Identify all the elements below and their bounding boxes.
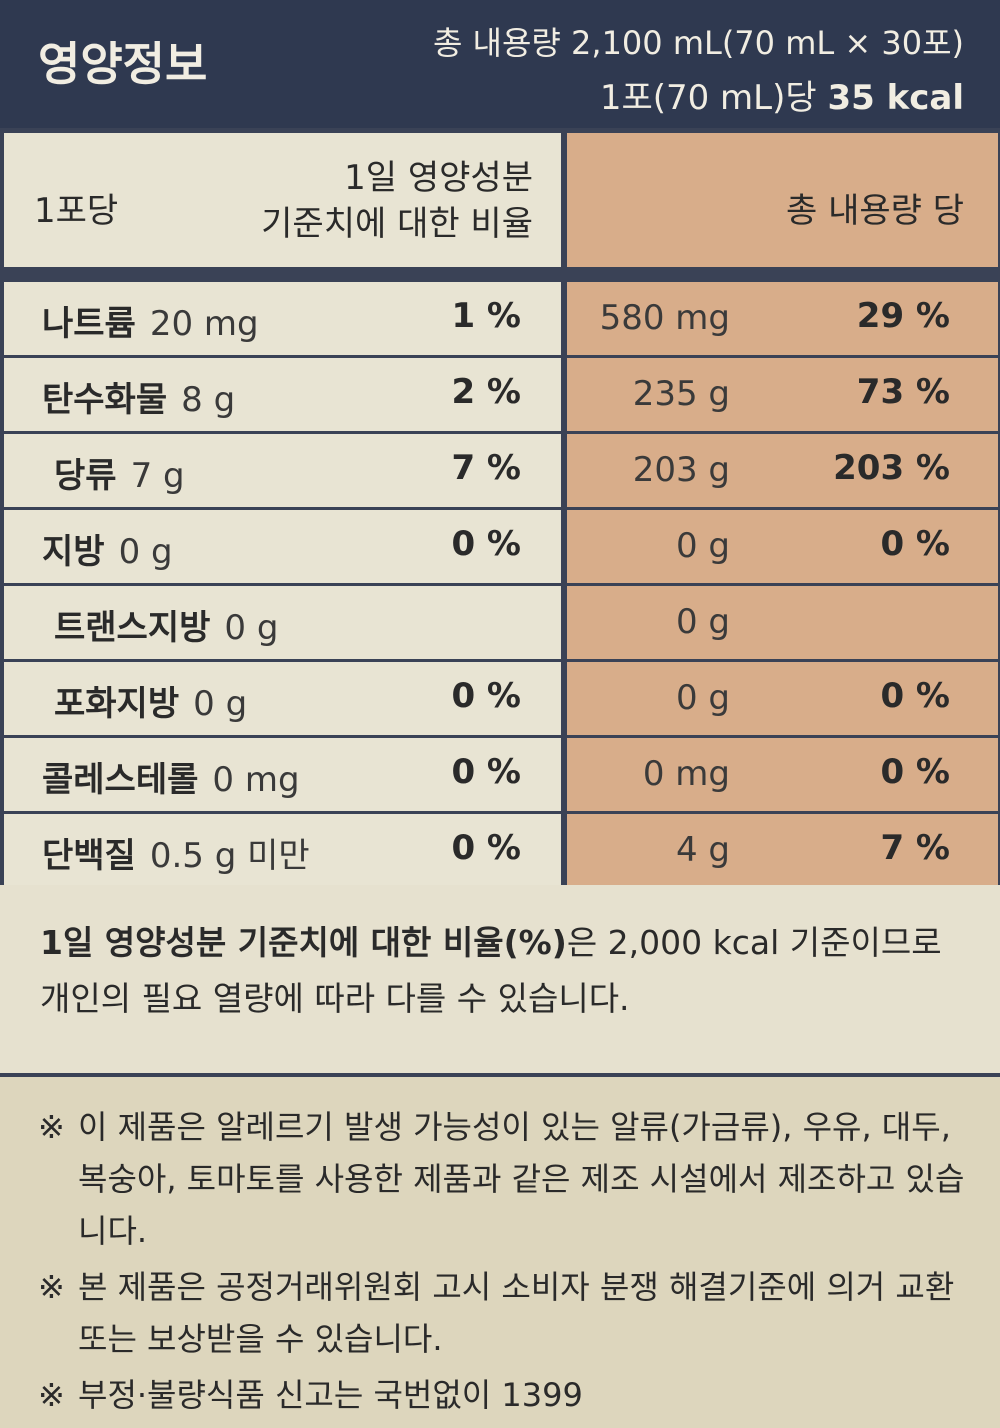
total-pct: 0 %	[880, 676, 950, 716]
row-right: 4 g 7 %	[567, 814, 998, 887]
daily-pct: 0 %	[451, 828, 521, 868]
nutrient: 나트륨 20 mg	[42, 296, 259, 345]
row-left: 트랜스지방 0 g	[4, 586, 561, 659]
total-amount: 235 g	[632, 374, 730, 414]
head-left: 1포당 1일 영양성분 기준치에 대한 비율	[4, 133, 561, 267]
warning: ※ 부정·불량식품 신고는 국번없이 1399	[38, 1369, 978, 1421]
daily-pct: 0 %	[451, 676, 521, 716]
line: 기준치에 대한 비율	[261, 204, 533, 244]
nutrient: 지방 0 g	[42, 524, 173, 573]
kcal: 35 kcal	[827, 78, 964, 118]
nutrient-name: 나트륨	[42, 304, 136, 344]
total-pct: 0 %	[880, 524, 950, 564]
serving: 1포(70 mL)당	[599, 78, 817, 118]
head-per-total: 총 내용량 당	[785, 191, 964, 231]
row-right: 0 g 0 %	[567, 510, 998, 583]
nutrient-name: 트랜스지방	[54, 608, 211, 648]
nutrient-amount: 0 g	[224, 608, 279, 648]
daily-pct: 2 %	[451, 372, 521, 412]
total-pct: 0 %	[880, 752, 950, 792]
row-left: 콜레스테롤 0 mg 0 %	[4, 738, 561, 811]
nutrient: 당류 7 g	[54, 448, 185, 497]
warning-mark: ※	[38, 1268, 65, 1306]
total-amount: 0 g	[675, 602, 730, 642]
nutrient-amount: 8 g	[181, 380, 236, 420]
note-bold: 1일 영양성분 기준치에 대한 비율(%)	[40, 923, 567, 962]
row-right: 203 g 203 %	[567, 434, 998, 507]
per-serving: 1포(70 mL)당 35 kcal	[600, 70, 964, 119]
row-left: 포화지방 0 g 0 %	[4, 662, 561, 735]
total-amount: 580 mg	[599, 298, 730, 338]
nutrient: 콜레스테롤 0 mg	[42, 752, 300, 801]
warning-text: 부정·불량식품 신고는 국번없이 1399	[78, 1376, 583, 1414]
daily-pct: 0 %	[451, 524, 521, 564]
warning-mark: ※	[38, 1108, 65, 1146]
total-pct: 7 %	[880, 828, 950, 868]
nutrient-name: 지방	[42, 532, 105, 572]
nutrient: 트랜스지방 0 g	[54, 600, 278, 649]
nutrient-amount: 0 g	[193, 684, 248, 724]
nutrient-name: 콜레스테롤	[42, 760, 199, 800]
nutrient-amount: 20 mg	[149, 304, 259, 344]
head-right: 총 내용량 당	[567, 133, 998, 267]
row-right: 580 mg 29 %	[567, 282, 998, 355]
warning-mark: ※	[38, 1376, 65, 1414]
daily-pct: 0 %	[451, 752, 521, 792]
total-amount: 0 g	[675, 526, 730, 566]
row-right: 235 g 73 %	[567, 358, 998, 431]
nutrient-name: 포화지방	[54, 684, 180, 724]
warning-text: 본 제품은 공정거래위원회 고시 소비자 분쟁 해결기준에 의거 교환 또는 보…	[78, 1268, 955, 1358]
row-right: 0 g	[567, 586, 998, 659]
row-left: 나트륨 20 mg 1 %	[4, 282, 561, 355]
row-left: 탄수화물 8 g 2 %	[4, 358, 561, 431]
total-content: 총 내용량 2,100 mL(70 mL × 30포)	[432, 24, 964, 62]
row-right: 0 g 0 %	[567, 662, 998, 735]
nutrient-name: 단백질	[42, 836, 136, 876]
nutrient: 포화지방 0 g	[54, 676, 247, 725]
daily-pct: 1 %	[451, 296, 521, 336]
note-text: 1일 영양성분 기준치에 대한 비율(%)은 2,000 kcal 기준이므로 …	[40, 915, 980, 1027]
note: 1일 영양성분 기준치에 대한 비율(%)은 2,000 kcal 기준이므로 …	[0, 885, 1000, 1073]
warning: ※ 이 제품은 알레르기 발생 가능성이 있는 알류(가금류), 우유, 대두, …	[38, 1101, 978, 1257]
nutrient: 탄수화물 8 g	[42, 372, 235, 421]
daily-pct: 7 %	[451, 448, 521, 488]
row-left: 단백질 0.5 g 미만 0 %	[4, 814, 561, 887]
warning: ※ 본 제품은 공정거래위원회 고시 소비자 분쟁 해결기준에 의거 교환 또는 …	[38, 1261, 978, 1365]
nutrient-amount: 7 g	[130, 456, 185, 496]
row-left: 지방 0 g 0 %	[4, 510, 561, 583]
nutrient-name: 탄수화물	[42, 380, 168, 420]
nutrient-amount: 0.5 g 미만	[149, 836, 310, 876]
note-rest: 은 2,000 kcal 기준이므로 개인의 필요 열량에 따라 다를 수 있습…	[40, 923, 942, 1018]
nutrient: 단백질 0.5 g 미만	[42, 828, 310, 877]
nutrient-amount: 0 g	[118, 532, 173, 572]
total-pct: 29 %	[856, 296, 950, 336]
warning-text: 이 제품은 알레르기 발생 가능성이 있는 알류(가금류), 우유, 대두, 복…	[78, 1108, 965, 1250]
head-daily-ratio: 1일 영양성분 기준치에 대한 비율	[261, 155, 533, 247]
total-pct: 73 %	[856, 372, 950, 412]
title: 영양정보	[38, 37, 208, 91]
total-amount: 203 g	[632, 450, 730, 490]
row-right: 0 mg 0 %	[567, 738, 998, 811]
total-amount: 0 g	[675, 678, 730, 718]
total-amount: 4 g	[675, 830, 730, 870]
total-pct: 203 %	[833, 448, 950, 488]
nutrient-name: 당류	[54, 456, 117, 496]
nutrient-amount: 0 mg	[212, 760, 300, 800]
head-per-pack: 1포당	[34, 191, 119, 231]
header: 영양정보 총 내용량 2,100 mL(70 mL × 30포) 1포(70 m…	[0, 0, 1000, 128]
row-left: 당류 7 g 7 %	[4, 434, 561, 507]
warnings: ※ 이 제품은 알레르기 발생 가능성이 있는 알류(가금류), 우유, 대두, …	[0, 1077, 1000, 1428]
total-amount: 0 mg	[642, 754, 730, 794]
line: 1일 영양성분	[344, 158, 533, 198]
